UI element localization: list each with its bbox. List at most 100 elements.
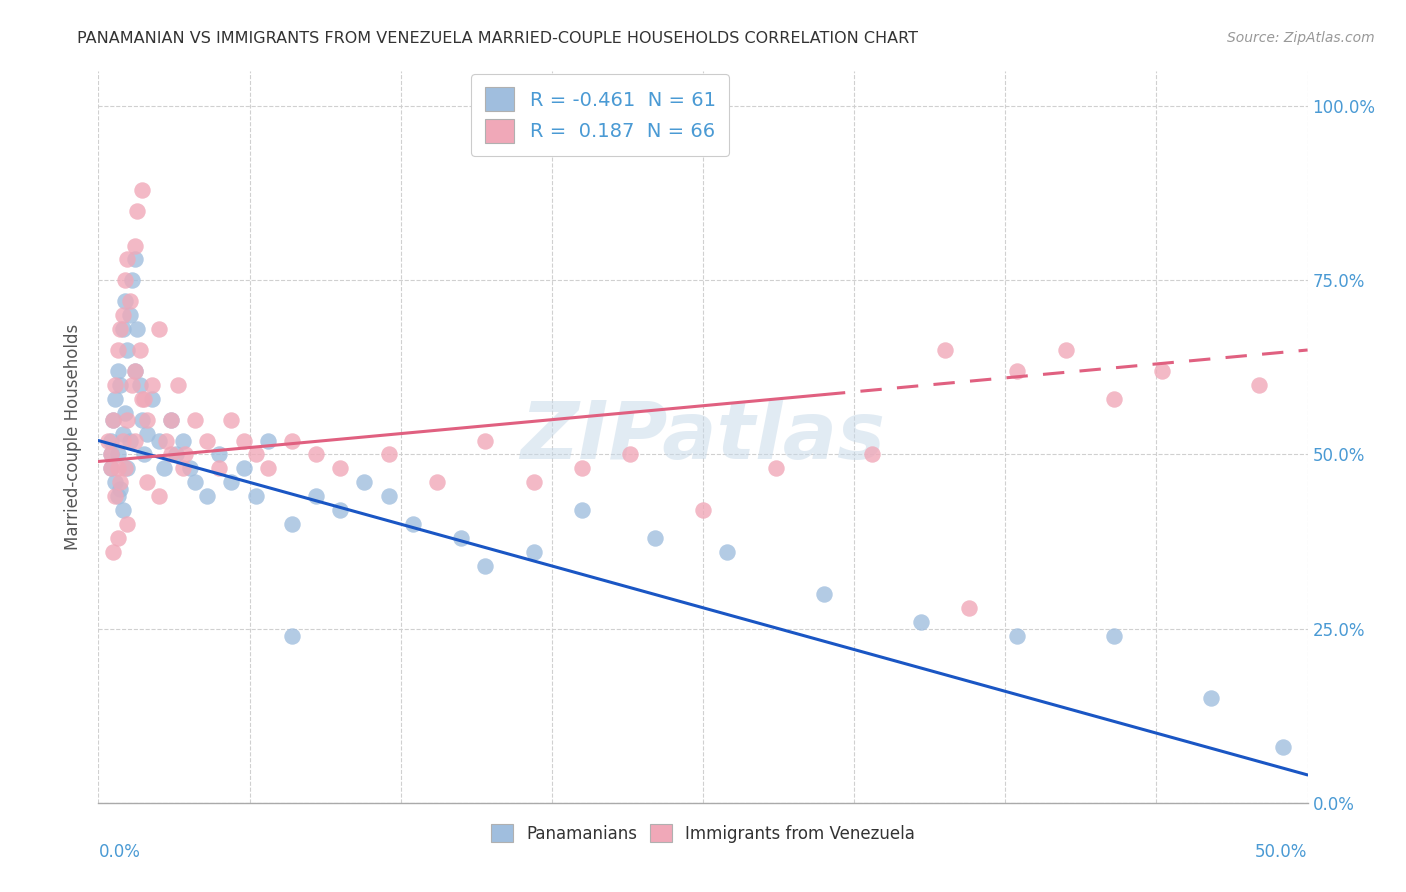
Point xyxy=(131,412,153,426)
Point xyxy=(305,448,328,462)
Point xyxy=(114,294,136,309)
Point xyxy=(765,461,787,475)
Point xyxy=(117,517,139,532)
Point xyxy=(402,517,425,532)
Point xyxy=(245,448,267,462)
Point xyxy=(111,322,134,336)
Point xyxy=(128,377,150,392)
Point xyxy=(1007,629,1029,643)
Point xyxy=(108,377,131,392)
Point xyxy=(114,406,136,420)
Point xyxy=(117,412,139,426)
Point xyxy=(450,531,472,545)
Point xyxy=(1007,364,1029,378)
Point xyxy=(426,475,449,490)
Point xyxy=(1102,392,1125,406)
Point xyxy=(101,412,124,426)
Point xyxy=(957,600,980,615)
Point xyxy=(281,629,304,643)
Point xyxy=(108,483,131,497)
Point xyxy=(377,489,399,503)
Text: 0.0%: 0.0% xyxy=(98,843,141,861)
Point xyxy=(644,531,666,545)
Point xyxy=(104,475,127,490)
Point xyxy=(107,364,129,378)
Point xyxy=(1249,377,1271,392)
Point xyxy=(232,434,254,448)
Point xyxy=(571,503,593,517)
Point xyxy=(135,412,157,426)
Point xyxy=(208,448,231,462)
Point xyxy=(100,434,122,448)
Point xyxy=(127,322,149,336)
Point xyxy=(118,308,141,322)
Point xyxy=(118,434,141,448)
Point xyxy=(101,545,124,559)
Point xyxy=(245,489,267,503)
Point xyxy=(111,426,134,441)
Point xyxy=(128,343,150,357)
Point xyxy=(1102,629,1125,643)
Point xyxy=(107,531,129,545)
Point xyxy=(107,448,129,462)
Point xyxy=(1199,691,1222,706)
Point xyxy=(167,377,190,392)
Point xyxy=(124,238,146,252)
Point xyxy=(195,434,218,448)
Point xyxy=(716,545,738,559)
Point xyxy=(134,448,156,462)
Point xyxy=(195,489,218,503)
Text: ZIPatlas: ZIPatlas xyxy=(520,398,886,476)
Point xyxy=(111,308,134,322)
Point xyxy=(131,183,153,197)
Point xyxy=(221,412,243,426)
Point xyxy=(172,461,194,475)
Point xyxy=(117,343,139,357)
Point xyxy=(281,517,304,532)
Point xyxy=(571,461,593,475)
Point xyxy=(124,364,146,378)
Point xyxy=(104,489,127,503)
Point xyxy=(135,426,157,441)
Point xyxy=(165,448,187,462)
Point xyxy=(127,203,149,218)
Point xyxy=(281,434,304,448)
Point xyxy=(174,448,197,462)
Point xyxy=(131,392,153,406)
Point xyxy=(179,461,201,475)
Point xyxy=(97,434,120,448)
Point xyxy=(104,377,127,392)
Point xyxy=(152,461,174,475)
Text: Source: ZipAtlas.com: Source: ZipAtlas.com xyxy=(1227,31,1375,45)
Point xyxy=(121,377,143,392)
Text: PANAMANIAN VS IMMIGRANTS FROM VENEZUELA MARRIED-COUPLE HOUSEHOLDS CORRELATION CH: PANAMANIAN VS IMMIGRANTS FROM VENEZUELA … xyxy=(77,31,918,46)
Point xyxy=(118,294,141,309)
Point xyxy=(619,448,641,462)
Point xyxy=(1272,740,1295,755)
Point xyxy=(523,475,546,490)
Point xyxy=(523,545,546,559)
Point xyxy=(148,489,170,503)
Point xyxy=(107,461,129,475)
Point xyxy=(305,489,328,503)
Point xyxy=(101,412,124,426)
Point xyxy=(232,461,254,475)
Point xyxy=(111,434,134,448)
Point xyxy=(148,434,170,448)
Point xyxy=(184,412,207,426)
Point xyxy=(100,448,122,462)
Point xyxy=(108,475,131,490)
Point xyxy=(111,503,134,517)
Point xyxy=(910,615,932,629)
Y-axis label: Married-couple Households: Married-couple Households xyxy=(65,324,83,550)
Point xyxy=(1054,343,1077,357)
Point xyxy=(256,461,278,475)
Point xyxy=(135,475,157,490)
Point xyxy=(692,503,714,517)
Point xyxy=(813,587,835,601)
Point xyxy=(160,412,183,426)
Point xyxy=(100,461,122,475)
Point xyxy=(124,364,146,378)
Point xyxy=(117,461,139,475)
Point xyxy=(172,434,194,448)
